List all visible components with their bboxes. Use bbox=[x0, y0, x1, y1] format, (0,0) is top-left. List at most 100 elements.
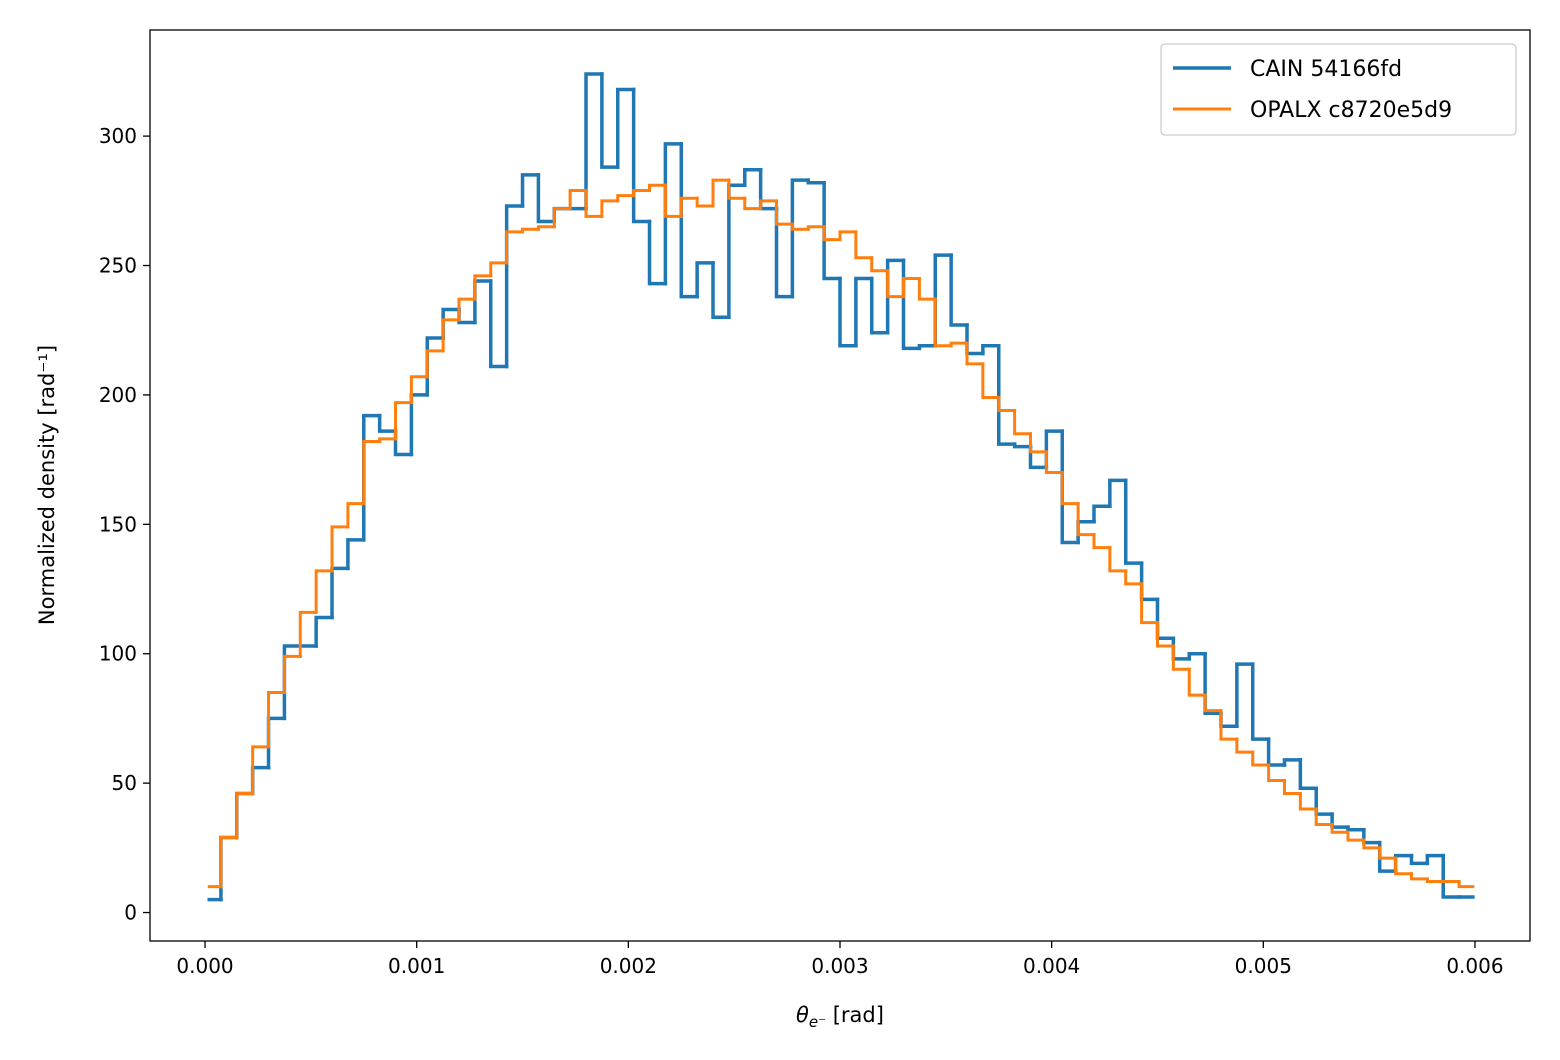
histogram-step bbox=[854, 230, 874, 260]
histogram-step bbox=[505, 230, 525, 265]
histogram-step bbox=[949, 341, 969, 348]
histogram-step bbox=[727, 178, 747, 200]
histogram-step bbox=[267, 691, 286, 749]
legend-frame bbox=[1160, 43, 1517, 136]
histogram-step bbox=[536, 173, 557, 224]
x-axis-ticks: 0.000 0.001 0.002 0.003 0.004 0.005 0.006 bbox=[176, 941, 1504, 978]
histogram-step bbox=[981, 343, 1001, 356]
histogram-step bbox=[695, 196, 715, 208]
histogram-step bbox=[409, 375, 429, 405]
histogram-step bbox=[489, 279, 509, 369]
y-tick-label: 150 bbox=[99, 512, 137, 536]
y-tick-label: 100 bbox=[99, 642, 137, 666]
histogram-step bbox=[775, 199, 794, 226]
histogram-step bbox=[584, 188, 604, 218]
legend-label-cain: CAIN 54166fd bbox=[1250, 57, 1402, 82]
histogram-step bbox=[298, 610, 318, 658]
histogram-step bbox=[1187, 651, 1207, 661]
histogram-step bbox=[425, 349, 445, 379]
histogram-step bbox=[1441, 853, 1461, 899]
histogram-step bbox=[1124, 569, 1144, 586]
histogram-step bbox=[552, 207, 572, 229]
histogram-step bbox=[600, 72, 620, 169]
histogram-step bbox=[346, 502, 366, 529]
histogram-step bbox=[1282, 758, 1303, 767]
y-tick-label: 250 bbox=[99, 254, 137, 278]
histogram-step bbox=[1330, 823, 1350, 834]
histogram-step bbox=[854, 276, 874, 348]
histogram-step bbox=[1251, 750, 1271, 767]
histogram-step bbox=[965, 341, 985, 366]
histogram-step bbox=[1044, 450, 1064, 475]
histogram-step bbox=[378, 437, 398, 444]
histogram-step bbox=[568, 188, 588, 211]
histogram-step bbox=[1346, 825, 1366, 832]
histogram-step bbox=[457, 297, 477, 322]
histogram-step bbox=[648, 183, 667, 192]
y-tick-label: 200 bbox=[99, 383, 137, 407]
histogram-step bbox=[1203, 651, 1223, 715]
histogram-step bbox=[838, 276, 858, 348]
histogram-step bbox=[521, 227, 540, 234]
histogram-step bbox=[362, 440, 382, 506]
x-tick-label: 0.006 bbox=[1446, 954, 1503, 978]
histogram-step bbox=[806, 225, 826, 231]
histogram-step bbox=[631, 87, 652, 224]
histogram-step bbox=[917, 343, 937, 351]
histogram-step bbox=[981, 362, 1001, 400]
histogram-step bbox=[600, 199, 620, 218]
histogram-step bbox=[1076, 502, 1096, 537]
histogram-step bbox=[504, 204, 525, 369]
histogram-step bbox=[838, 230, 858, 242]
histogram-step bbox=[711, 178, 731, 208]
histogram-step bbox=[1187, 667, 1207, 697]
histogram-step bbox=[1362, 838, 1382, 850]
histogram-step bbox=[1028, 432, 1048, 454]
x-tick-label: 0.000 bbox=[176, 954, 233, 978]
histogram-step bbox=[1108, 478, 1128, 508]
histogram-step bbox=[314, 569, 334, 614]
y-axis-label: Normalized density [rad⁻¹] bbox=[35, 345, 59, 625]
histogram-step bbox=[1092, 533, 1112, 550]
x-axis-label: θe⁻ [rad] bbox=[796, 1003, 884, 1031]
histogram-step bbox=[1140, 582, 1159, 625]
histogram-step bbox=[1171, 644, 1191, 671]
histogram-step bbox=[520, 173, 541, 208]
histogram-step bbox=[282, 644, 303, 721]
histogram-step bbox=[663, 142, 684, 286]
histogram-step bbox=[743, 196, 763, 211]
histogram-step bbox=[997, 396, 1017, 412]
histogram-step bbox=[346, 538, 366, 571]
histogram-step bbox=[1028, 444, 1049, 470]
histogram-step bbox=[996, 343, 1017, 446]
histogram-step bbox=[885, 258, 906, 335]
histogram-step bbox=[616, 194, 636, 203]
y-tick-label: 50 bbox=[112, 771, 137, 795]
histogram-step bbox=[679, 196, 699, 218]
histogram-step bbox=[1250, 662, 1271, 741]
histogram-step bbox=[377, 413, 398, 433]
histogram-step bbox=[584, 72, 604, 211]
histogram-step bbox=[933, 297, 953, 348]
histogram-step bbox=[822, 180, 842, 281]
histogram-step bbox=[695, 261, 715, 299]
histogram-step bbox=[1155, 621, 1175, 648]
y-tick-label: 0 bbox=[124, 901, 137, 925]
histogram-step bbox=[632, 188, 652, 198]
histogram-step bbox=[1425, 853, 1445, 866]
x-axis-symbol: θ bbox=[796, 1003, 809, 1027]
histogram-step bbox=[330, 525, 350, 573]
series-layer bbox=[207, 72, 1475, 902]
histogram-step bbox=[663, 183, 683, 218]
histogram-step bbox=[1013, 408, 1032, 436]
histogram-step bbox=[235, 791, 255, 839]
histogram-step bbox=[870, 256, 890, 273]
histogram-step bbox=[679, 142, 699, 299]
histogram-step bbox=[1394, 856, 1413, 876]
legend: CAIN 54166fd OPALX c8720e5d9 bbox=[1160, 43, 1517, 136]
histogram-step bbox=[1060, 429, 1080, 545]
histogram-step bbox=[917, 276, 937, 301]
x-tick-label: 0.004 bbox=[1023, 954, 1080, 978]
histogram-step bbox=[282, 654, 302, 695]
